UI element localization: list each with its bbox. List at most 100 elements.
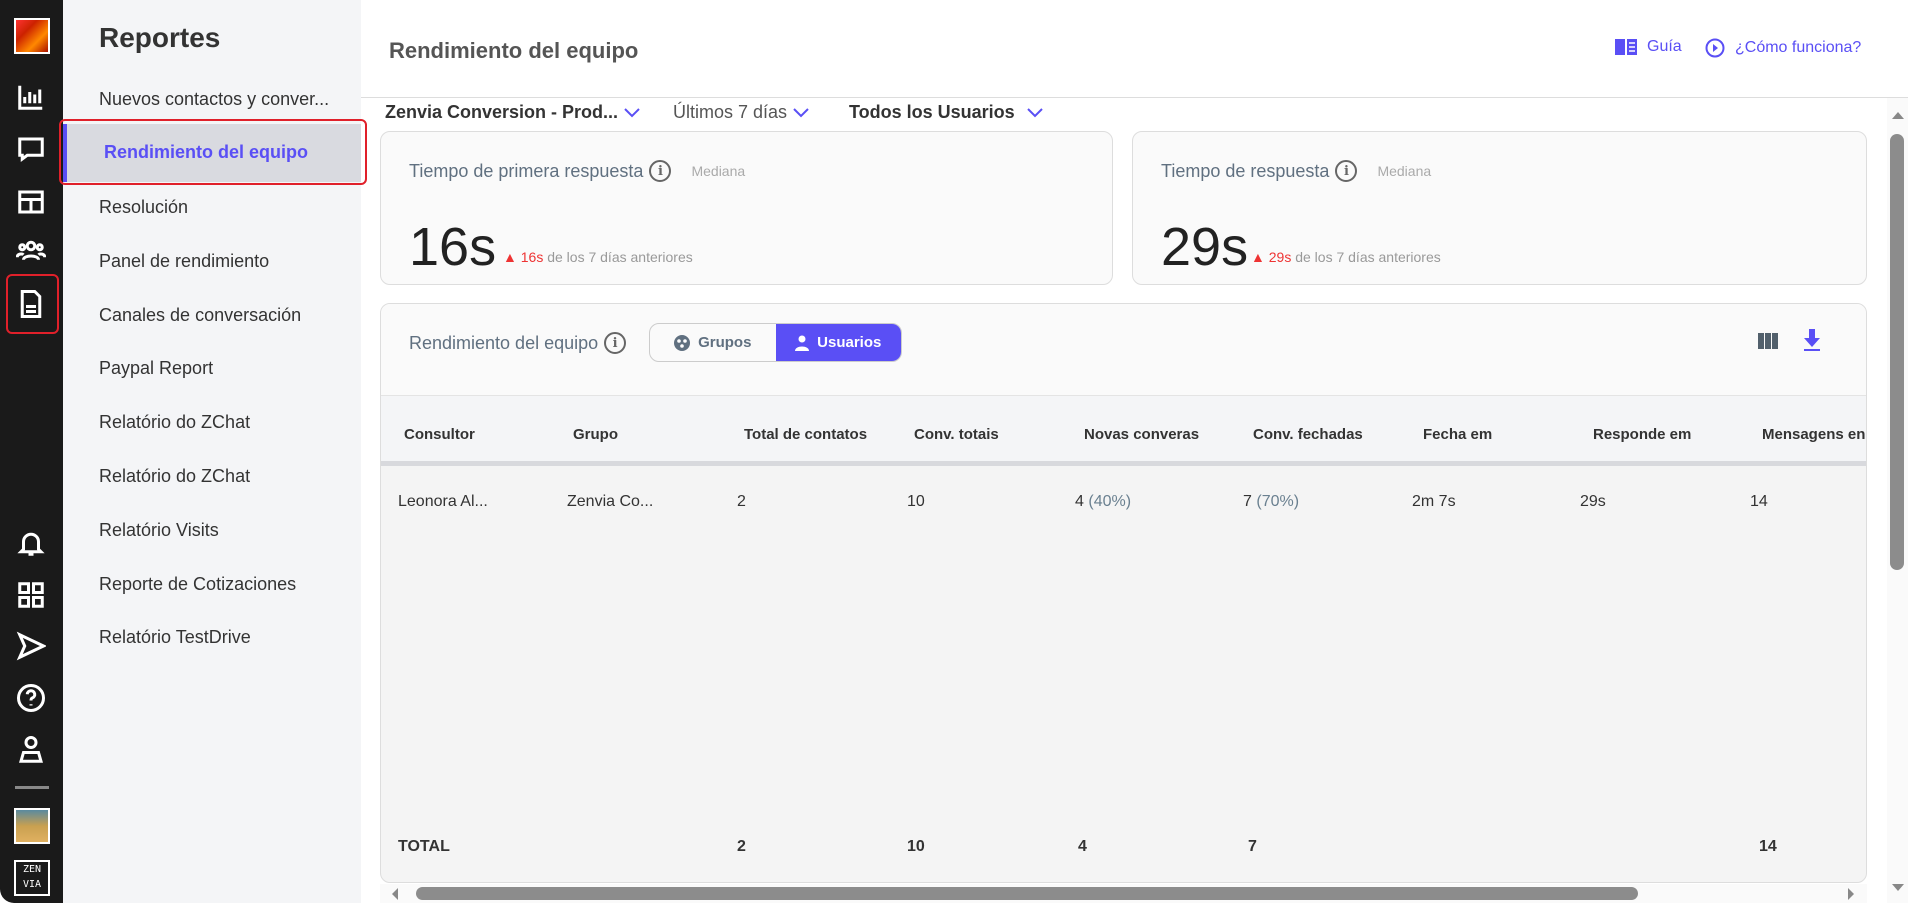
user-icon[interactable] (14, 733, 48, 767)
scroll-down-icon[interactable] (1892, 884, 1904, 891)
chat-icon[interactable] (14, 132, 48, 166)
users-value: Todos los Usuarios (849, 102, 1015, 122)
col-total-contatos[interactable]: Total de contatos (744, 426, 868, 443)
sidebar-item-nuevos-contactos[interactable]: Nuevos contactos y conver... (99, 89, 330, 109)
card-label: Tiempo de primera respuesta (409, 160, 644, 181)
fechadas-pct: (70%) (1256, 493, 1300, 510)
col-conv-fechadas[interactable]: Conv. fechadas (1253, 426, 1363, 443)
how-it-works-link[interactable]: ¿Cómo funciona? (1705, 38, 1861, 58)
sidebar-item-testdrive[interactable]: Relatório TestDrive (99, 627, 251, 647)
period-value: Últimos 7 días (673, 102, 788, 122)
groups-toggle-button[interactable]: Grupos (650, 324, 776, 361)
info-icon[interactable]: i (604, 332, 627, 354)
sidebar-item-label: Rendimiento del equipo (104, 142, 309, 162)
card-compare-text: de los 7 días anteriores (547, 249, 693, 265)
book-icon (1615, 39, 1637, 55)
period-filter[interactable]: Últimos 7 días (673, 102, 809, 123)
help-icon[interactable] (14, 681, 48, 715)
cell-fechadas: 7 (70%) (1243, 493, 1299, 511)
first-response-card: Tiempo de primera respuesta i Mediana 16s … (380, 131, 1113, 285)
total-fechadas: 7 (1248, 838, 1257, 855)
novas-pct: (40%) (1088, 493, 1132, 510)
col-grupo[interactable]: Grupo (573, 426, 618, 443)
sidebar-title: Reportes (99, 22, 221, 53)
sidebar-item-cotizaciones[interactable]: Reporte de Cotizaciones (99, 574, 297, 594)
active-rail-highlight (6, 274, 59, 334)
page-header: Rendimiento del equipo Guía ¿Cómo funcio… (361, 0, 1908, 98)
card-comparison: ▲ 29s de los 7 días anteriores (1251, 249, 1441, 265)
download-icon[interactable] (1803, 329, 1821, 351)
users-toggle-button[interactable]: Usuarios (775, 324, 901, 361)
users-filter[interactable]: Todos los Usuarios (849, 102, 1043, 123)
bell-icon[interactable] (14, 526, 48, 560)
app-rail: ZEN VIA (0, 0, 63, 903)
card-sublabel: Mediana (691, 163, 746, 179)
col-mensagens[interactable]: Mensagens en (1762, 426, 1866, 443)
col-conv-totais[interactable]: Conv. totais (914, 426, 999, 443)
team-performance-panel: Rendimiento del equipo i Grupos Usuarios … (380, 303, 1867, 883)
panel-title: Rendimiento del equipo (409, 332, 599, 353)
col-consultor[interactable]: Consultor (404, 426, 475, 443)
sidebar-item-panel-rendimiento[interactable]: Panel de rendimiento (99, 251, 270, 271)
cell-fecha: 2m 7s (1412, 493, 1456, 510)
groups-icon (674, 334, 691, 351)
guide-link[interactable]: Guía (1615, 38, 1682, 56)
col-fecha-em[interactable]: Fecha em (1423, 426, 1493, 443)
col-novas-converas[interactable]: Novas converas (1084, 426, 1200, 443)
groups-label: Grupos (698, 334, 752, 351)
sidebar-item-rendimiento-equipo[interactable]: Rendimiento del equipo (63, 124, 361, 182)
team-icon[interactable] (14, 234, 48, 268)
reports-chart-icon[interactable] (14, 80, 48, 114)
sidebar-item-zchat[interactable]: Relatório do ZChat (99, 412, 251, 432)
users-label: Usuarios (817, 334, 882, 351)
play-circle-icon (1705, 38, 1725, 58)
scrollbar-thumb[interactable] (416, 887, 1638, 900)
scroll-left-icon[interactable] (392, 888, 398, 900)
vertical-scrollbar[interactable] (1887, 98, 1908, 903)
guide-label: Guía (1647, 38, 1682, 55)
avatar[interactable] (14, 808, 50, 844)
sidebar-item-visits[interactable]: Relatório Visits (99, 520, 219, 540)
info-icon[interactable]: i (1335, 160, 1358, 182)
delta-up-icon: ▲ (503, 249, 521, 265)
card-comparison: ▲ 16s de los 7 días anteriores (503, 249, 693, 265)
card-compare-text: de los 7 días anteriores (1295, 249, 1441, 265)
workspace-logo[interactable] (14, 18, 50, 54)
table-header: Consultor Grupo Total de contatos Conv. … (381, 395, 1866, 466)
fechadas-value: 7 (1243, 493, 1252, 510)
account-value: Zenvia Conversion - Prod... (385, 102, 619, 122)
page-title: Rendimiento del equipo (389, 38, 639, 63)
sidebar-item-canales[interactable]: Canales de conversación (99, 305, 302, 325)
columns-icon[interactable] (1758, 332, 1778, 350)
user-icon (795, 335, 810, 351)
cell-mensagens: 14 (1750, 493, 1768, 510)
cell-conv: 10 (907, 493, 925, 510)
total-novas: 4 (1078, 838, 1087, 855)
total-label: TOTAL (398, 838, 450, 855)
delta-up-icon: ▲ (1251, 249, 1269, 265)
sidebar-item-paypal[interactable]: Paypal Report (99, 358, 214, 378)
card-value: 29s (1161, 217, 1249, 277)
sidebar-item-resolucion[interactable]: Resolución (99, 197, 189, 217)
send-icon[interactable] (14, 629, 48, 663)
table-icon[interactable] (14, 185, 48, 219)
scroll-right-icon[interactable] (1848, 888, 1854, 900)
cell-responde: 29s (1580, 493, 1606, 510)
card-delta: 16s (520, 249, 544, 265)
scroll-up-icon[interactable] (1892, 112, 1904, 119)
cell-total: 2 (737, 493, 746, 510)
cell-consultor: Leonora Al... (398, 493, 488, 510)
sidebar-item-zchat-2[interactable]: Relatório do ZChat (99, 466, 251, 486)
card-value: 16s (409, 217, 497, 277)
scrollbar-thumb[interactable] (1890, 134, 1904, 570)
info-icon[interactable]: i (649, 160, 672, 182)
groups-users-toggle: Grupos Usuarios (649, 323, 902, 362)
response-time-card: Tiempo de respuesta i Mediana 29s ▲ 29s de… (1132, 131, 1867, 285)
horizontal-scrollbar[interactable] (380, 884, 1867, 903)
total-mensagens: 14 (1759, 838, 1777, 855)
report-document-icon[interactable] (14, 287, 48, 321)
col-responde-em[interactable]: Responde em (1593, 426, 1692, 443)
apps-grid-icon[interactable] (14, 578, 48, 612)
chevron-down-icon (1026, 107, 1043, 117)
account-filter[interactable]: Zenvia Conversion - Prod... (385, 102, 640, 123)
